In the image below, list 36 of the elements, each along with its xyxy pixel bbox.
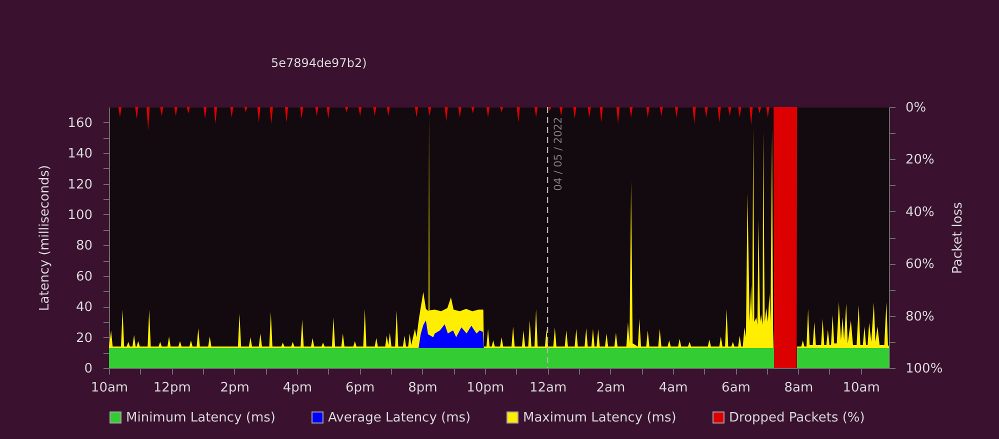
x-tick-label: 10am: [90, 380, 128, 396]
x-tick-label: 4pm: [282, 380, 312, 396]
x-tick-label: 2am: [596, 380, 626, 396]
legend-label: Minimum Latency (ms): [126, 410, 276, 426]
y-tick-label: 80: [76, 238, 92, 254]
y2-tick-label: 100%: [906, 362, 943, 376]
x-tick-label: 12am: [529, 380, 567, 396]
y-tick-label: 0: [84, 362, 92, 376]
y2-tick-label: 40%: [906, 204, 934, 220]
x-tick-label: 6am: [722, 380, 750, 396]
y-tick-label: 160: [68, 116, 92, 131]
y-tick-label: 140: [68, 146, 92, 162]
y-tick-label: 60: [76, 269, 92, 284]
legend-label: Average Latency (ms): [328, 410, 471, 426]
x-tick-label: 6pm: [346, 380, 375, 396]
y2-tick-label: 80%: [906, 309, 934, 324]
y-tick-label: 120: [68, 177, 92, 192]
legend-label: Dropped Packets (%): [729, 410, 865, 426]
x-tick-label: 2pm: [220, 380, 250, 396]
chart-title: 5e7894de97b2): [271, 56, 367, 70]
y-axis-title: Latency (milliseconds): [38, 165, 53, 311]
x-tick-label: 12pm: [153, 380, 191, 396]
y-tick-label: 100: [68, 208, 92, 223]
y-tick-label: 40: [76, 300, 92, 316]
y2-axis-title: Packet loss: [950, 202, 966, 274]
x-tick-label: 10am: [842, 380, 880, 396]
y2-tick-label: 20%: [906, 152, 934, 168]
x-tick-label: 8am: [784, 380, 814, 396]
y-tick-label: 20: [76, 330, 92, 346]
y2-tick-label: 0%: [906, 100, 926, 116]
x-tick-label: 8pm: [408, 380, 438, 396]
x-tick-label: 4am: [658, 380, 688, 396]
x-tick-label: 10pm: [466, 380, 504, 396]
legend-label: Maximum Latency (ms): [523, 410, 676, 426]
y2-tick-label: 60%: [906, 257, 934, 272]
ref-line-label: 04 / 05 / 2022: [552, 117, 565, 191]
